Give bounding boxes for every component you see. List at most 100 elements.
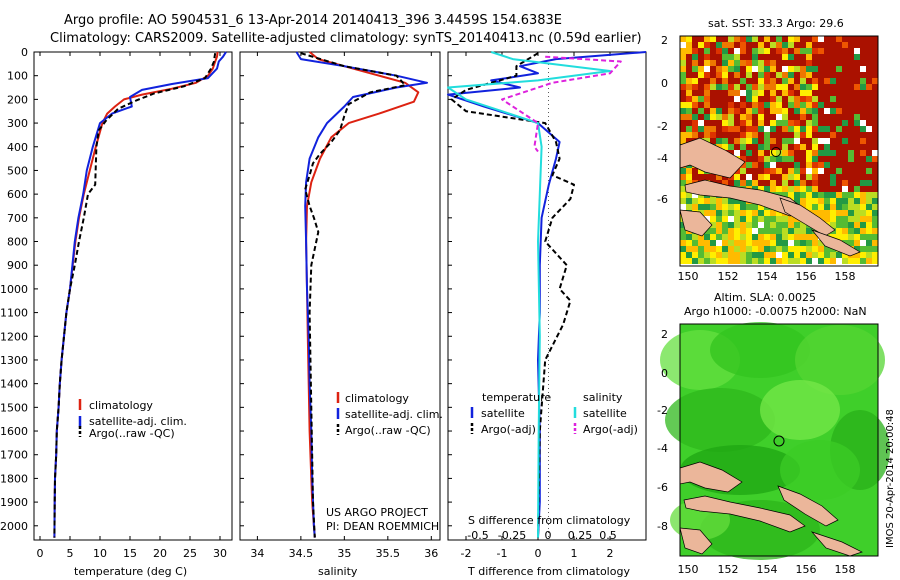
sst-cell: [782, 132, 788, 138]
sst-cell: [734, 246, 740, 252]
sst-cell: [770, 54, 776, 60]
sst-cell: [806, 84, 812, 90]
sst-cell: [704, 252, 710, 258]
sla-y-tick: 0: [661, 367, 668, 380]
sst-cell: [812, 252, 818, 258]
sst-cell: [692, 132, 698, 138]
sst-cell: [680, 66, 686, 72]
sst-cell: [746, 108, 752, 114]
sst-cell: [698, 72, 704, 78]
sst-cell: [734, 144, 740, 150]
sst-cell: [794, 126, 800, 132]
sst-cell: [824, 42, 830, 48]
sst-cell: [800, 162, 806, 168]
sst-cell: [818, 36, 824, 42]
sst-land-png: [679, 209, 713, 237]
sst-y-tick: -6: [657, 193, 668, 206]
sst-cell: [698, 96, 704, 102]
sst-cell: [782, 156, 788, 162]
sst-cell: [758, 132, 764, 138]
sst-land-solomon-south: [810, 229, 861, 257]
sst-cell: [752, 138, 758, 144]
sst-cell: [740, 96, 746, 102]
sla-y-tick: -8: [657, 520, 668, 533]
sst-cell: [848, 186, 854, 192]
sst-cell: [734, 234, 740, 240]
sst-cell: [704, 210, 710, 216]
sst-cell: [872, 198, 878, 204]
sst-cell: [812, 66, 818, 72]
sst-cell: [866, 234, 872, 240]
sst-cell: [860, 252, 866, 258]
sst-cell: [710, 114, 716, 120]
sst-cell: [866, 42, 872, 48]
imos-timestamp: IMOS 20-Apr-2014 20:00:48: [885, 409, 896, 548]
sst-cell: [752, 222, 758, 228]
sst-cell: [872, 258, 878, 264]
sst-cell: [782, 222, 788, 228]
sst-cell: [734, 180, 740, 186]
sst-cell: [680, 174, 686, 180]
sst-cell: [686, 234, 692, 240]
sst-cell: [680, 54, 686, 60]
sst-cell: [872, 138, 878, 144]
sst-x-tick: 150: [678, 270, 699, 283]
temperature-legend-climatology: climatology: [89, 399, 153, 412]
sst-cell: [758, 120, 764, 126]
sst-map-y-ticks: 2 0 -2 -4 -6 -6: [657, 34, 668, 206]
sla-argo-position-marker: [773, 435, 785, 447]
sst-cell: [818, 156, 824, 162]
depth-tick-label: 100: [7, 70, 28, 83]
sst-cell: [836, 120, 842, 126]
sst-cell: [764, 42, 770, 48]
sst-cell: [836, 258, 842, 264]
sst-cell: [770, 210, 776, 216]
sla-land-solomon-south: [810, 531, 863, 557]
sst-cell: [752, 54, 758, 60]
sst-cell: [680, 246, 686, 252]
sst-cell: [818, 126, 824, 132]
sst-cell: [710, 234, 716, 240]
sst-cell: [698, 36, 704, 42]
sst-cell: [830, 186, 836, 192]
sst-cell: [836, 222, 842, 228]
sst-cell: [824, 186, 830, 192]
sst-cell: [680, 48, 686, 54]
sst-x-tick: 152: [718, 270, 739, 283]
sst-cell: [866, 120, 872, 126]
sst-cell: [740, 228, 746, 234]
sst-cell: [836, 216, 842, 222]
sst-cell: [722, 126, 728, 132]
sst-cell: [686, 132, 692, 138]
x-tick-label: 5: [67, 547, 74, 560]
sst-cell: [854, 78, 860, 84]
sst-cell: [806, 126, 812, 132]
sst-cell: [830, 162, 836, 168]
sst-cell: [830, 66, 836, 72]
sst-cell: [710, 42, 716, 48]
sst-cell: [734, 222, 740, 228]
sst-cell: [788, 42, 794, 48]
sst-cell: [722, 120, 728, 126]
figure-title-line2: Climatology: CARS2009. Satellite-adjuste…: [50, 31, 642, 46]
sst-cell: [680, 192, 686, 198]
profile-line-argo-raw-qc: [300, 52, 407, 538]
sst-cell: [866, 168, 872, 174]
sst-cell: [728, 180, 734, 186]
sst-cell: [692, 258, 698, 264]
sst-cell: [740, 246, 746, 252]
s-diff-tick: 0.25: [568, 529, 593, 542]
sst-cell: [716, 78, 722, 84]
sst-cell: [800, 114, 806, 120]
sst-cell: [746, 180, 752, 186]
sst-land-solomon: [779, 197, 836, 237]
sst-cell: [728, 246, 734, 252]
sst-cell: [710, 210, 716, 216]
sst-cell: [764, 102, 770, 108]
sst-cell: [806, 180, 812, 186]
sst-cell: [782, 114, 788, 120]
sst-cell: [794, 198, 800, 204]
sst-cell: [788, 174, 794, 180]
depth-axis: 0 100 200 300 400 500 600 700 800 900 1000 1100 1200…: [0, 46, 452, 533]
depth-tick-label: 200: [7, 93, 28, 106]
